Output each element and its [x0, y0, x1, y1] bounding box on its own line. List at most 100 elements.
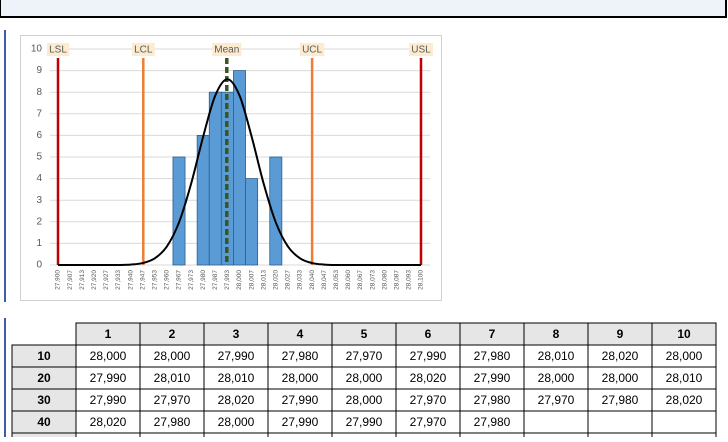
row-header-cell [11, 432, 77, 442]
row-header: 20 [37, 371, 51, 385]
cell-value: 27,980 [154, 415, 191, 429]
cell-value: 27,970 [410, 393, 447, 407]
cell-value: 28,000 [538, 371, 575, 385]
x-tick-label: 27,960 [164, 270, 171, 290]
x-tick-label: 28,013 [260, 270, 267, 290]
cell-value: 28,020 [602, 349, 639, 363]
x-tick-label: 27,973 [188, 270, 195, 290]
x-tick-label: 27,987 [212, 270, 219, 290]
cell-value: 28,000 [666, 349, 703, 363]
cell-value: 28,010 [666, 371, 703, 385]
cell-value: 28,020 [410, 371, 447, 385]
cell [75, 432, 141, 442]
x-tick-label: 27,913 [79, 270, 86, 290]
x-tick-label: 28,100 [418, 270, 425, 290]
cell-value: 28,000 [218, 415, 255, 429]
bar [269, 156, 283, 266]
x-tick-label: 27,940 [127, 270, 134, 290]
reference-label: UCL [302, 45, 322, 56]
cell-value: 28,000 [90, 349, 127, 363]
y-tick-label: 1 [36, 238, 42, 249]
cell [331, 432, 397, 442]
y-tick-label: 5 [36, 152, 42, 163]
column-header: 9 [617, 327, 624, 341]
y-tick-label: 6 [36, 130, 42, 141]
reference-label: LCL [134, 45, 153, 56]
normal-curve [57, 78, 421, 267]
cell-value: 27,970 [346, 349, 383, 363]
x-tick-label: 28,060 [345, 270, 352, 290]
x-tick-label: 28,040 [309, 270, 316, 290]
y-tick-label: 9 [36, 65, 42, 76]
cell-value: 28,010 [538, 349, 575, 363]
reference-label-bg [46, 43, 70, 56]
reference-label-bg [299, 43, 325, 56]
bar [172, 156, 186, 266]
cell-value: 28,000 [282, 371, 319, 385]
y-tick-label: 7 [36, 108, 42, 119]
cell-value: 27,970 [410, 415, 447, 429]
reference-label: Mean [214, 45, 239, 56]
cell [139, 432, 205, 442]
column-header: 7 [489, 327, 496, 341]
x-tick-label: 27,927 [103, 270, 110, 290]
cell-value: 28,020 [218, 393, 255, 407]
cell-value: 27,980 [474, 415, 511, 429]
cell-value: 27,990 [410, 349, 447, 363]
y-tick-label: 0 [36, 260, 42, 271]
column-header: 1 [105, 327, 112, 341]
cell [523, 410, 589, 434]
cell [203, 432, 269, 442]
cell-value: 27,980 [282, 349, 319, 363]
cell-value: 27,980 [602, 393, 639, 407]
cell-value: 27,970 [538, 393, 575, 407]
cell-value: 27,990 [282, 393, 319, 407]
cell-value: 28,020 [90, 415, 127, 429]
cell-value: 28,000 [602, 371, 639, 385]
row-header: 10 [37, 349, 51, 363]
cell-value: 28,010 [154, 371, 191, 385]
cell-value: 28,010 [218, 371, 255, 385]
x-tick-label: 27,953 [152, 270, 159, 290]
x-tick-label: 28,020 [273, 270, 280, 290]
x-tick-label: 28,007 [248, 270, 255, 290]
cell-value: 27,990 [346, 415, 383, 429]
cell [651, 432, 717, 442]
bar [233, 70, 246, 266]
row-header: 40 [37, 415, 51, 429]
x-tick-label: 28,067 [357, 270, 364, 290]
cell [395, 432, 461, 442]
x-tick-label: 27,933 [115, 270, 122, 290]
cell-value: 27,980 [474, 393, 511, 407]
cell-value: 27,990 [90, 393, 127, 407]
x-tick-label: 28,080 [381, 270, 388, 290]
cell-value: 27,980 [474, 349, 511, 363]
x-tick-label: 27,993 [224, 270, 231, 290]
cell-value: 28,000 [346, 393, 383, 407]
y-tick-label: 4 [36, 173, 42, 184]
cell-value: 27,990 [90, 371, 127, 385]
x-tick-label: 28,053 [333, 270, 340, 290]
column-header: 4 [297, 327, 304, 341]
x-tick-label: 28,073 [369, 270, 376, 290]
reference-label-bg [409, 43, 433, 56]
bar [245, 178, 259, 266]
bar [208, 91, 222, 266]
column-header: 10 [677, 327, 691, 341]
header-box [0, 0, 727, 18]
cell [523, 432, 589, 442]
y-tick-label: 10 [31, 44, 43, 55]
column-header: 6 [425, 327, 432, 341]
column-header: 2 [169, 327, 176, 341]
cell [587, 410, 653, 434]
reference-label: USL [411, 45, 431, 56]
column-header: 3 [233, 327, 240, 341]
cell-value: 28,000 [154, 349, 191, 363]
x-tick-label: 27,947 [139, 270, 146, 290]
reference-label: LSL [49, 45, 67, 56]
x-tick-label: 28,087 [394, 270, 401, 290]
cell-value: 28,000 [346, 371, 383, 385]
cell [459, 432, 525, 442]
